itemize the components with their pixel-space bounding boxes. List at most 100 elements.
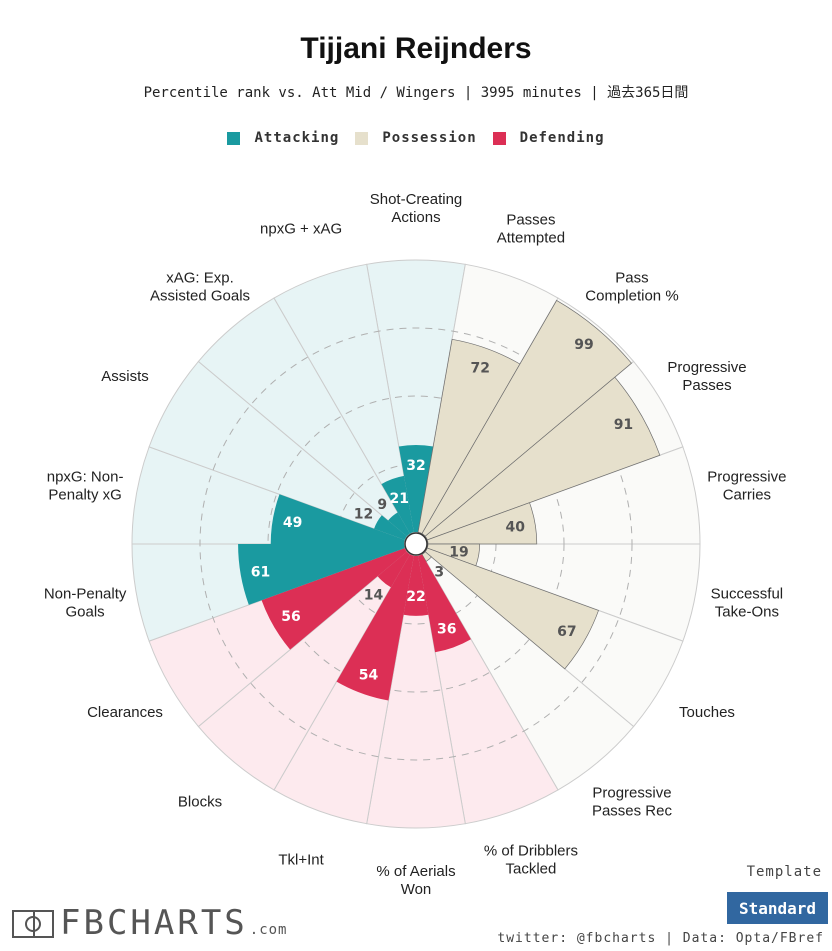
grid-circle-50: [267, 395, 565, 693]
category-label-blocks: Blocks: [178, 793, 222, 810]
category-label-line: Assisted Goals: [150, 288, 250, 305]
category-label-of-dribblers-tackled: % of Dribblers Tackled: [484, 843, 578, 878]
category-label-line: Tkl+Int: [278, 852, 324, 869]
value-labels: 32 72 99 91 40 19 67 3 36 22 54 14 56 61 49 129 21: [251, 337, 633, 684]
category-label-non-penalty-goals: Non-Penalty Goals: [44, 585, 127, 620]
grid-circle-75: [199, 327, 633, 761]
value-label-progressive-passes-rec: 3: [434, 565, 444, 581]
legend: Attacking Possession Defending: [0, 130, 832, 146]
value-label-assists: 12: [354, 507, 373, 523]
bar-assists: [374, 515, 407, 540]
category-label-npxg-non-penalty-xg: npxG: Non-Penalty xG: [47, 469, 124, 504]
category-label-line: Carries: [723, 487, 771, 504]
data-credit: twitter: @fbcharts | Data: Opta/FBref: [497, 931, 824, 946]
logo-text: FBCHARTS: [60, 903, 248, 943]
category-label-line: Won: [401, 881, 432, 898]
category-label-line: Touches: [679, 704, 735, 721]
category-label-line: Goals: [66, 603, 105, 620]
category-label-of-aerials-won: % of Aerials Won: [376, 863, 455, 898]
category-label-progressive-carries: Progressive Carries: [707, 469, 786, 504]
chart-title: Tijjani Reijnders: [300, 32, 532, 65]
legend-label-attacking: Attacking: [254, 130, 340, 146]
category-label-line: Passes: [506, 211, 555, 228]
center-hub: [404, 532, 428, 556]
category-label-line: Passes Rec: [592, 802, 673, 819]
template-standard-button[interactable]: Standard: [727, 892, 828, 924]
category-label-line: npxG + xAG: [260, 220, 342, 237]
bar-progressive-passes-rec: [421, 551, 432, 562]
template-label: Template: [746, 864, 822, 880]
value-label-successful-take-ons: 19: [449, 545, 468, 561]
value-label-tkl-int: 54: [359, 668, 379, 684]
value-label-npxg-xag: 21: [389, 491, 408, 507]
value-label-clearances: 56: [281, 609, 300, 625]
bar-npxg-non-penalty-xg: [270, 494, 405, 544]
value-label-progressive-passes: 91: [614, 417, 633, 433]
bar-touches: [424, 547, 599, 670]
bar-npxg-xag: [381, 475, 414, 534]
category-label-passes-attempted: Passes Attempted: [497, 211, 565, 246]
bar-of-dribblers-tackled: [418, 554, 471, 653]
category-label-line: Progressive: [707, 469, 786, 486]
pitch-logo-icon: [12, 910, 54, 938]
legend-item-attacking: Attacking: [227, 130, 339, 146]
fbcharts-logo: FBCHARTS .com: [12, 903, 288, 943]
value-label-non-penalty-goals: 61: [251, 564, 270, 580]
category-label-line: Successful: [711, 585, 784, 602]
legend-swatch-defending: [492, 131, 506, 145]
category-label-line: Non-Penalty: [44, 585, 127, 602]
category-label-progressive-passes: Progressive Passes: [667, 359, 746, 394]
category-label-line: Actions: [391, 209, 440, 226]
category-label-progressive-passes-rec: Progressive Passes Rec: [592, 784, 673, 819]
bar-clearances: [261, 548, 407, 650]
legend-item-possession: Possession: [355, 130, 476, 146]
category-label-line: Progressive: [592, 784, 671, 801]
legend-swatch-attacking: [227, 131, 241, 145]
category-label-line: Pass: [615, 270, 648, 287]
bar-shot-creating-actions: [398, 444, 434, 533]
bar-progressive-carries: [426, 502, 538, 545]
category-label-pass-completion: Pass Completion %: [585, 270, 678, 305]
bar-pass-completion: [421, 299, 632, 537]
sector-bg-npxg-xag: [273, 263, 415, 535]
value-label-xag-exp-assisted-goals: 9: [377, 497, 387, 513]
category-label-line: Tackled: [505, 861, 556, 878]
category-label-line: % of Dribblers: [484, 843, 578, 860]
value-label-passes-attempted: 72: [471, 360, 490, 376]
legend-swatch-possession: [355, 131, 369, 145]
value-label-progressive-carries: 40: [506, 519, 526, 535]
bars: [238, 299, 661, 701]
bar-non-penalty-goals: [238, 544, 405, 605]
category-label-touches: Touches: [679, 704, 735, 721]
value-label-npxg-non-penalty-xg: 49: [283, 515, 302, 531]
category-label-line: % of Aerials: [376, 863, 455, 880]
bar-of-aerials-won: [403, 555, 429, 616]
bar-blocks: [377, 551, 410, 588]
value-label-of-aerials-won: 22: [406, 589, 425, 605]
logo-suffix: .com: [249, 922, 288, 938]
category-label-line: Assists: [101, 368, 149, 385]
category-label-tkl-int: Tkl+Int: [278, 852, 324, 869]
legend-label-defending: Defending: [519, 130, 605, 146]
category-label-line: Clearances: [87, 704, 163, 721]
category-label-xag-exp-assisted-goals: xAG: Exp. Assisted Goals: [150, 270, 250, 305]
category-label-clearances: Clearances: [87, 704, 163, 721]
legend-item-defending: Defending: [492, 130, 605, 146]
category-label-assists: Assists: [101, 368, 149, 385]
category-label-shot-creating-actions: Shot-Creating Actions: [370, 191, 463, 226]
category-label-line: Shot-Creating: [370, 191, 463, 208]
category-label-line: Penalty xG: [48, 487, 121, 504]
bar-xag-exp-assisted-goals: [388, 512, 410, 537]
category-label-npxg-xag: npxG + xAG: [260, 220, 342, 237]
category-label-line: Progressive: [667, 359, 746, 376]
value-label-blocks: 14: [364, 588, 384, 604]
chart-subtitle: Percentile rank vs. Att Mid / Wingers | …: [143, 85, 689, 101]
category-label-line: xAG: Exp.: [166, 270, 234, 287]
category-label-line: Take-Ons: [715, 603, 779, 620]
bar-tkl-int: [336, 554, 414, 701]
category-label-line: Attempted: [497, 229, 565, 246]
value-label-shot-creating-actions: 32: [406, 458, 425, 474]
category-label-line: Blocks: [178, 793, 222, 810]
legend-label-possession: Possession: [382, 130, 477, 146]
